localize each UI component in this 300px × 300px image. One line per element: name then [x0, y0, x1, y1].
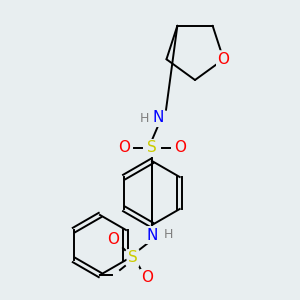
Text: S: S: [128, 250, 138, 266]
Text: O: O: [174, 140, 186, 155]
Text: O: O: [141, 271, 153, 286]
Text: N: N: [146, 227, 158, 242]
Text: O: O: [107, 232, 119, 247]
Text: H: H: [163, 229, 173, 242]
Text: H: H: [139, 112, 149, 124]
Text: N: N: [152, 110, 164, 125]
Text: O: O: [118, 140, 130, 155]
Text: S: S: [147, 140, 157, 155]
Text: O: O: [218, 52, 230, 67]
